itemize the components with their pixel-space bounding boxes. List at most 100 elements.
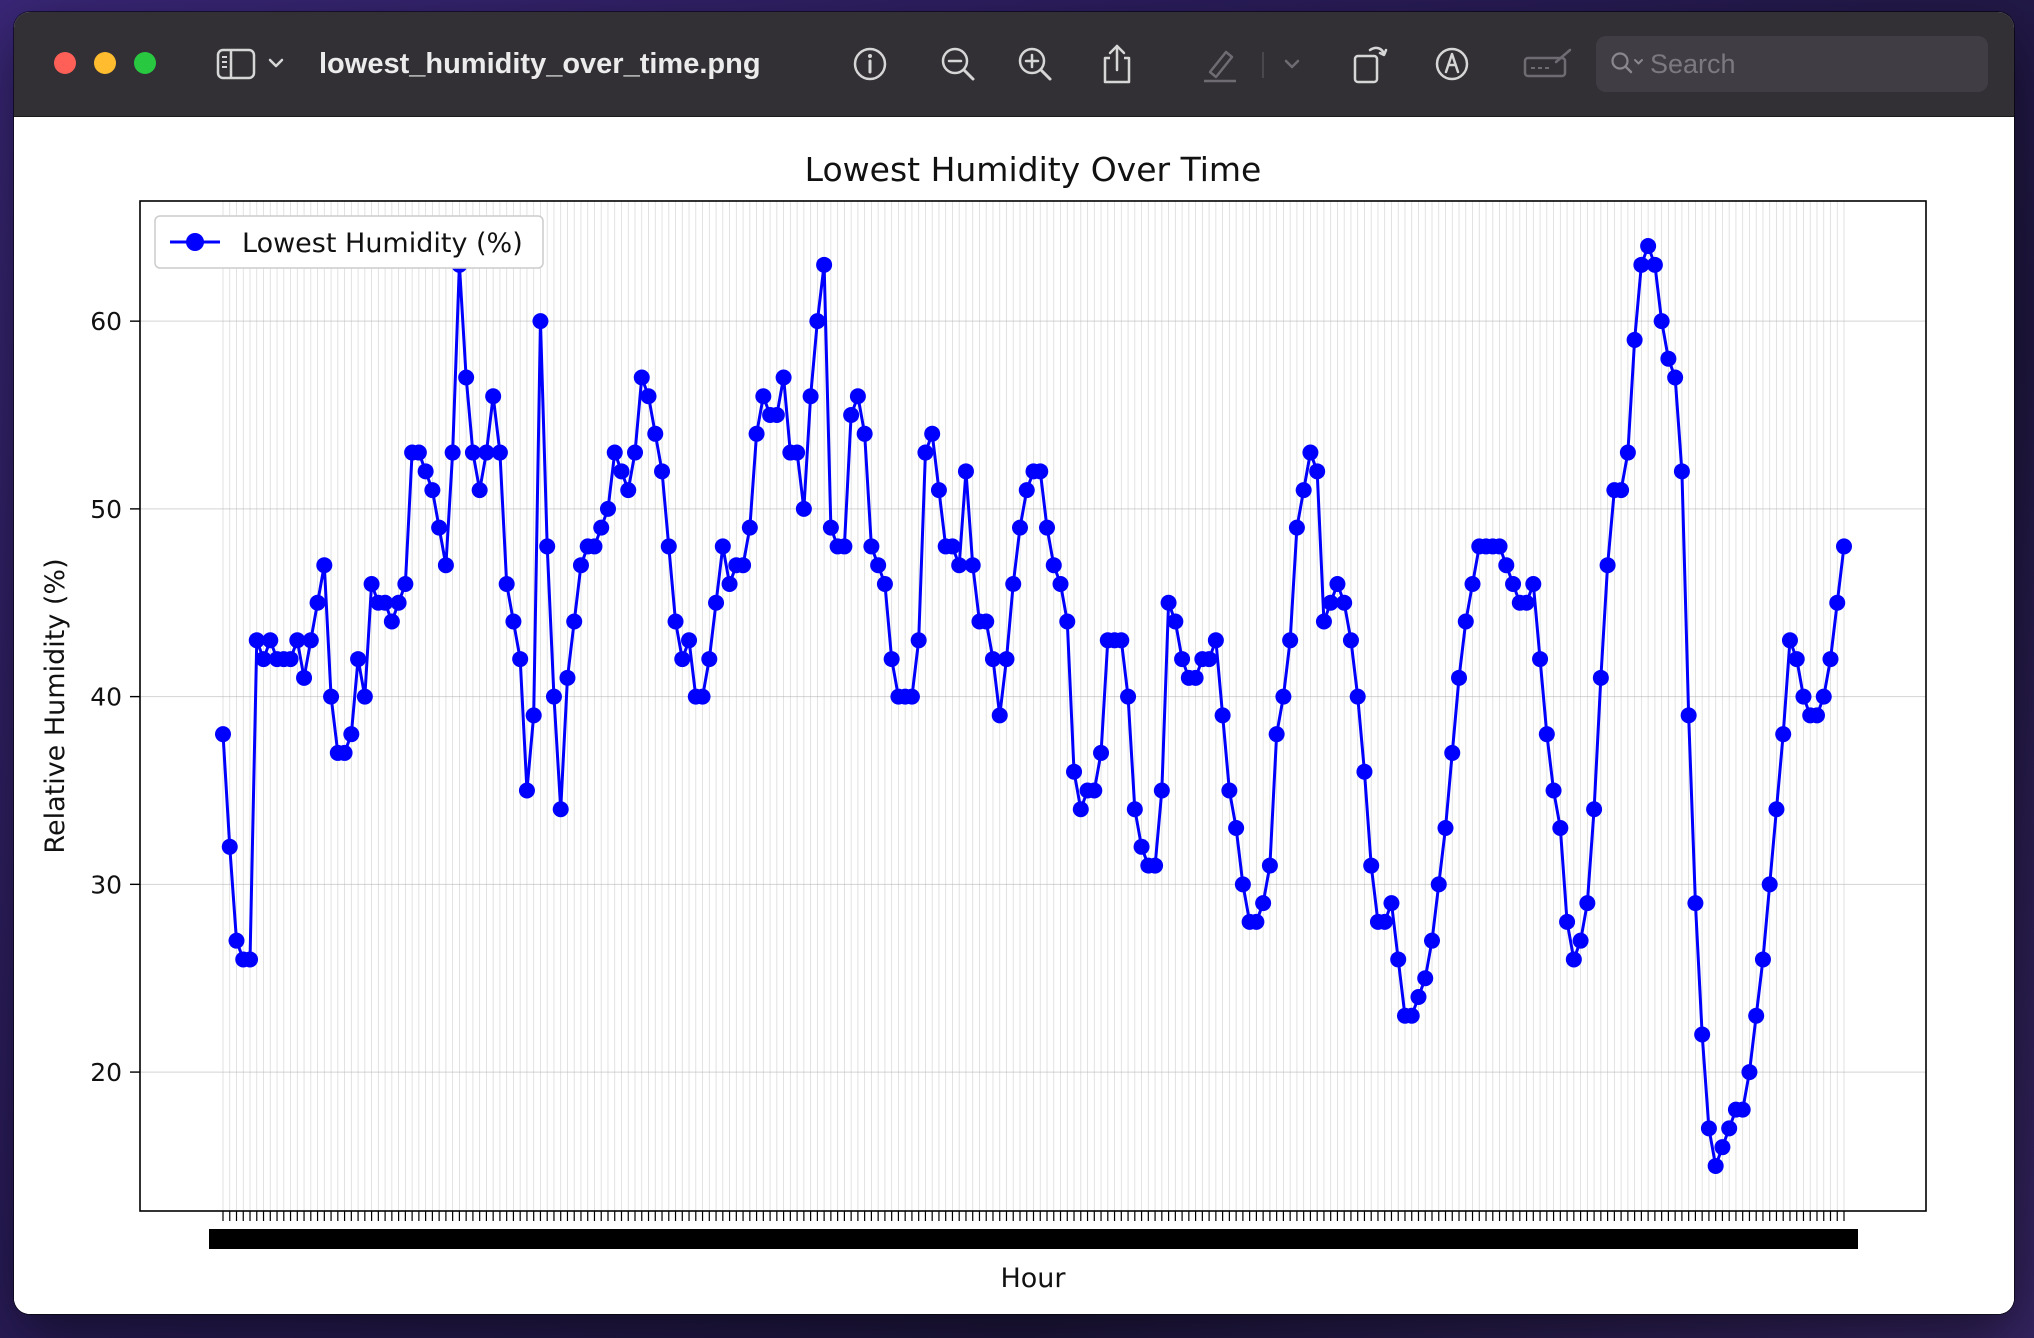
info-icon — [853, 47, 887, 81]
data-point — [809, 313, 826, 330]
data-point — [910, 632, 927, 649]
humidity-line-chart: 20 30 40 50 60 Lowest Humidity Over Time Hou… — [14, 117, 2014, 1314]
data-point — [856, 425, 873, 442]
data-point — [735, 557, 752, 574]
data-point — [1613, 482, 1630, 499]
data-point — [1498, 557, 1515, 574]
data-point — [1437, 820, 1454, 837]
data-point — [876, 575, 893, 592]
data-point — [485, 388, 502, 405]
data-point — [1836, 538, 1852, 555]
data-point — [262, 632, 279, 649]
data-point — [296, 669, 313, 686]
share-button[interactable] — [1097, 42, 1137, 86]
data-point — [1403, 1007, 1420, 1024]
data-point — [1538, 726, 1555, 743]
sidebar-toggle-icon — [216, 48, 284, 80]
search-field[interactable]: Search — [1596, 36, 1988, 92]
data-point — [545, 688, 562, 705]
series-lowest-humidity — [215, 238, 1852, 1174]
data-point — [795, 500, 812, 517]
share-icon — [1103, 44, 1131, 84]
y-tick-label: 60 — [90, 307, 122, 336]
data-point — [1045, 557, 1062, 574]
chevron-down-icon — [1284, 59, 1300, 69]
data-point — [1532, 651, 1549, 668]
data-point — [302, 632, 319, 649]
info-button[interactable] — [850, 42, 890, 86]
data-point — [1572, 932, 1589, 949]
data-point — [1059, 613, 1076, 630]
data-point — [1633, 256, 1650, 273]
close-window-button[interactable] — [54, 52, 76, 74]
data-point — [1093, 744, 1110, 761]
data-point — [1687, 895, 1704, 912]
data-point — [1126, 801, 1143, 818]
data-point — [410, 444, 427, 461]
data-point — [930, 482, 947, 499]
data-point — [255, 651, 272, 668]
data-point — [843, 407, 860, 424]
data-point — [1619, 444, 1636, 461]
data-point — [248, 632, 265, 649]
data-point — [620, 482, 637, 499]
data-point — [1754, 951, 1771, 968]
data-point — [505, 613, 522, 630]
data-point — [397, 575, 414, 592]
data-point — [1167, 613, 1184, 630]
rotate-button[interactable] — [1350, 42, 1390, 86]
data-point — [356, 688, 373, 705]
data-point — [883, 651, 900, 668]
data-point — [1707, 1157, 1724, 1174]
data-point — [390, 594, 407, 611]
zoom-in-icon — [1018, 47, 1052, 81]
highlight-options-button[interactable] — [1280, 42, 1304, 86]
zoom-out-button[interactable] — [938, 42, 978, 86]
search-placeholder: Search — [1650, 49, 1736, 79]
data-point — [998, 651, 1015, 668]
data-point — [978, 613, 995, 630]
data-point — [944, 538, 961, 555]
data-point — [1545, 782, 1562, 799]
data-point — [924, 425, 941, 442]
data-point — [437, 557, 454, 574]
data-point — [343, 726, 360, 743]
data-point — [1417, 970, 1434, 987]
data-point — [1734, 1101, 1751, 1118]
data-point — [991, 707, 1008, 724]
data-point — [289, 632, 306, 649]
data-point — [1599, 557, 1616, 574]
sidebar-toggle-button[interactable] — [216, 42, 292, 86]
data-point — [802, 388, 819, 405]
data-point — [1315, 613, 1332, 630]
title-bar: lowest_humidity_over_time.png — [14, 12, 2014, 117]
signature-button[interactable] — [1522, 42, 1574, 86]
legend: Lowest Humidity (%) — [154, 215, 544, 269]
data-point — [1349, 688, 1366, 705]
markup-button[interactable] — [1432, 42, 1472, 86]
data-point — [681, 632, 698, 649]
data-point — [1451, 669, 1468, 686]
data-point — [984, 651, 1001, 668]
data-point — [1653, 313, 1670, 330]
data-point — [221, 838, 238, 855]
data-point — [1768, 801, 1785, 818]
data-point — [215, 726, 231, 743]
data-point — [1066, 763, 1083, 780]
legend-marker — [186, 233, 204, 251]
minimize-window-button[interactable] — [94, 52, 116, 74]
data-point — [417, 463, 434, 480]
data-point — [863, 538, 880, 555]
data-point — [1309, 463, 1326, 480]
data-point — [1552, 820, 1569, 837]
zoom-in-button[interactable] — [1015, 42, 1055, 86]
y-axis-label: Relative Humidity (%) — [40, 558, 71, 853]
data-point — [323, 688, 340, 705]
zoom-out-icon — [941, 47, 975, 81]
data-point — [1694, 1026, 1711, 1043]
highlight-button[interactable] — [1200, 42, 1240, 86]
data-point — [1261, 857, 1278, 874]
data-point — [660, 538, 677, 555]
data-point — [242, 951, 259, 968]
fullscreen-window-button[interactable] — [134, 52, 156, 74]
